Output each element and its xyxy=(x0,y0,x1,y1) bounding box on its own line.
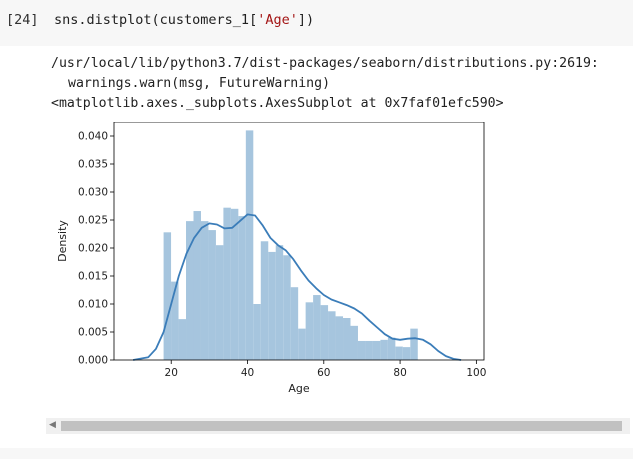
histogram-bar xyxy=(402,347,411,360)
x-tick-label: 40 xyxy=(241,367,254,379)
plot-frame xyxy=(113,122,485,361)
histogram-bar xyxy=(313,295,321,360)
distplot-chart: 20 40 60 80 100 0.000 0.005 0.010 0.015 0.020 0.02… xyxy=(56,122,486,395)
histogram-bars xyxy=(163,130,418,360)
scroll-left-arrow-icon[interactable]: ◀ xyxy=(49,420,56,430)
horizontal-scrollbar[interactable]: ◀ xyxy=(46,418,630,434)
histogram-bar xyxy=(410,328,418,360)
tick-labels: 20 40 60 80 100 0.000 0.005 0.010 0.015 0.020 0.02… xyxy=(78,131,486,380)
histogram-bar xyxy=(200,221,209,360)
next-cell-area[interactable] xyxy=(0,448,633,459)
y-tick-label: 0.015 xyxy=(78,271,108,283)
histogram-bar xyxy=(208,230,216,360)
histogram-bar xyxy=(320,305,329,360)
execution-count-prompt: [24] xyxy=(6,12,39,28)
histogram-bar xyxy=(387,337,396,360)
cell-output-area: /usr/local/lib/python3.7/dist-packages/s… xyxy=(0,46,633,459)
y-tick-label: 0.000 xyxy=(78,355,108,367)
y-tick-label: 0.005 xyxy=(78,327,108,339)
histogram-bar xyxy=(357,340,366,360)
histogram-bar xyxy=(223,207,231,360)
x-tick-label: 60 xyxy=(317,367,330,379)
histogram-bar xyxy=(260,241,269,360)
y-tick-label: 0.025 xyxy=(78,215,108,227)
histogram-bar xyxy=(283,255,291,360)
histogram-bar xyxy=(193,211,201,360)
histogram-bar xyxy=(365,340,373,360)
warning-call-text: warnings.warn(msg, FutureWarning) xyxy=(68,76,331,91)
histogram-bar xyxy=(298,328,306,360)
histogram-bar xyxy=(238,216,246,360)
chart-axes xyxy=(113,122,485,361)
histogram-bar xyxy=(268,251,276,360)
x-tick-label: 80 xyxy=(393,367,406,379)
y-tick-label: 0.010 xyxy=(78,299,108,311)
y-tick-label: 0.020 xyxy=(78,243,108,255)
x-tick-label: 20 xyxy=(165,367,178,379)
kde-curve xyxy=(132,213,462,361)
code-editor-line[interactable]: sns.distplot(customers_1['Age']) xyxy=(54,12,314,28)
histogram-bar xyxy=(372,340,381,360)
histogram-bar xyxy=(215,245,224,360)
y-tick-label: 0.040 xyxy=(78,131,108,143)
histogram-bar xyxy=(305,302,314,360)
histogram-bar xyxy=(335,316,344,360)
histogram-bar xyxy=(186,221,194,360)
code-cell[interactable]: [24] sns.distplot(customers_1['Age']) xyxy=(0,0,633,46)
histogram-bar xyxy=(253,304,261,360)
histogram-bar xyxy=(290,287,299,360)
histogram-bar xyxy=(163,232,172,360)
histogram-bar xyxy=(328,311,336,360)
code-text-prefix: sns.distplot(customers_1[ xyxy=(54,12,258,28)
histogram-bar xyxy=(230,208,239,360)
y-tick-label: 0.035 xyxy=(78,159,108,171)
code-string-literal: 'Age' xyxy=(257,12,298,28)
y-tick-label: 0.030 xyxy=(78,187,108,199)
x-axis-label: Age xyxy=(288,382,310,395)
histogram-bar xyxy=(245,130,254,360)
y-axis-label: Density xyxy=(56,220,69,262)
code-text-suffix: ]) xyxy=(297,12,315,28)
histogram-bar xyxy=(380,339,388,360)
scrollbar-thumb[interactable] xyxy=(61,421,622,431)
axes-repr-text: <matplotlib.axes._subplots.AxesSubplot a… xyxy=(51,96,504,111)
histogram-bar xyxy=(350,325,358,360)
histogram-bar xyxy=(275,245,284,360)
x-tick-label: 100 xyxy=(466,367,486,379)
histogram-bar xyxy=(171,281,179,360)
histogram-bar xyxy=(395,346,403,360)
histogram-bar xyxy=(178,319,187,360)
warning-path-text: /usr/local/lib/python3.7/dist-packages/s… xyxy=(51,56,599,71)
histogram-bar xyxy=(343,318,351,360)
